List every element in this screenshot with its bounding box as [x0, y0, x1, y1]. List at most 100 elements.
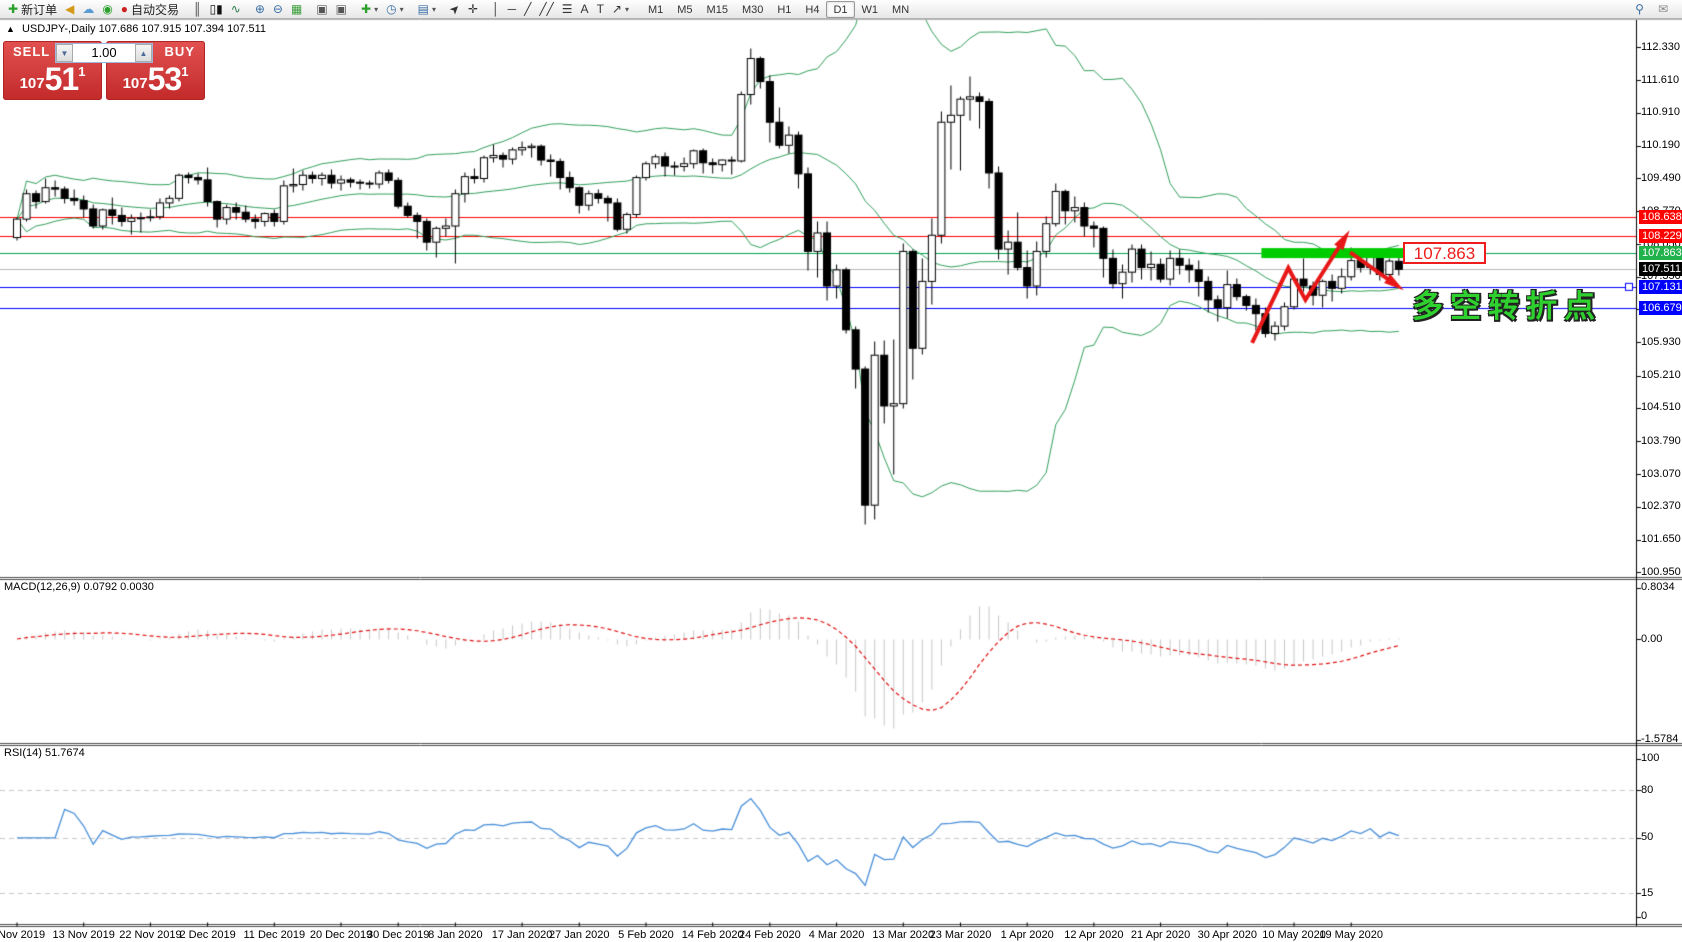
horizontal-line-button[interactable]: ─	[504, 1, 521, 18]
shapes-button[interactable]: ↗ ▾	[608, 1, 633, 18]
zoom-in-icon: ⊕	[254, 1, 265, 16]
chart-shift-button[interactable]: ▣	[332, 1, 351, 18]
rsi-label: RSI(14) 51.7674	[4, 747, 85, 759]
search-button[interactable]: ⚲	[1631, 1, 1648, 18]
new-order-button[interactable]: ✚ 新订单	[4, 1, 61, 18]
auto-scroll-icon: ▣	[316, 1, 328, 16]
price-tick-label: 111.610	[1641, 73, 1680, 86]
trendline-button[interactable]: ╱	[520, 1, 535, 18]
rsi-tick-label: 50	[1641, 831, 1654, 844]
volume-input[interactable]: 1.00	[91, 45, 117, 60]
price-tick-label: 100.950	[1641, 565, 1681, 578]
rsi-tick-label: 0	[1641, 910, 1648, 923]
volume-decrease-button[interactable]: ▼	[56, 44, 73, 62]
price-tick-label: 104.510	[1641, 401, 1681, 414]
price-tick-label: 109.490	[1641, 171, 1681, 184]
templates-button[interactable]: ▤ ▾	[414, 1, 440, 18]
auto-scroll-button[interactable]: ▣	[312, 1, 331, 18]
profiles-icon: ◷	[386, 1, 397, 16]
megaphone-button[interactable]: ◀	[61, 1, 78, 18]
buy-button[interactable]: BUY	[164, 44, 195, 59]
rsi-tick-label: 80	[1641, 783, 1654, 796]
price-tick-label: 102.370	[1641, 500, 1681, 513]
timeframe-m30-button[interactable]: M30	[741, 3, 764, 16]
ohlc-values: 107.686 107.915 107.394 107.511	[98, 23, 267, 35]
metaeditor-icon: ☁	[82, 1, 95, 16]
date-tick-label: 17 Jan 2020	[491, 929, 553, 941]
tile-windows-button[interactable]: ▦	[287, 1, 306, 18]
text-label-button[interactable]: T	[593, 1, 608, 18]
line-chart-button[interactable]: ∿	[227, 1, 245, 18]
zoom-in-button[interactable]: ⊕	[251, 1, 269, 18]
dropdown-caret-icon: ▾	[399, 4, 404, 14]
sell-button[interactable]: SELL	[13, 44, 51, 59]
date-tick-label: 21 Apr 2020	[1130, 929, 1191, 941]
timeframe-d1-button[interactable]: D1	[826, 0, 855, 18]
signals-icon: ◉	[102, 1, 113, 16]
vertical-line-icon: │	[492, 1, 500, 16]
zoom-out-button[interactable]: ⊖	[269, 1, 287, 18]
sell-price[interactable]: 107511	[19, 61, 86, 97]
timeframe-h4-button[interactable]: H4	[805, 3, 820, 16]
new-order-button-label: 新订单	[21, 2, 58, 17]
megaphone-icon: ◀	[65, 1, 75, 16]
price-tick-label: 101.650	[1641, 533, 1681, 546]
price-line-badge: 107.863	[1639, 246, 1682, 261]
timeframe-m15-button[interactable]: M15	[706, 3, 728, 16]
date-tick-label: 4 Nov 2019	[0, 929, 46, 941]
profiles-button[interactable]: ◷ ▾	[382, 1, 408, 18]
price-tick-label: 105.210	[1641, 369, 1681, 382]
timeframe-m5-button[interactable]: M5	[677, 3, 693, 16]
buy-price[interactable]: 107531	[122, 61, 189, 97]
autotrading-icon: ●	[120, 1, 129, 16]
price-tick-label: 103.070	[1641, 467, 1681, 480]
autotrading-button[interactable]: ● 自动交易	[117, 1, 183, 18]
timeframe-m1-button[interactable]: M1	[647, 3, 664, 16]
candlestick-button[interactable]: ▯▮	[206, 1, 227, 18]
crosshair-button[interactable]: ✛	[464, 1, 482, 18]
new-order-icon: ✚	[8, 1, 19, 16]
date-tick-label: 14 Feb 2020	[681, 929, 744, 941]
price-line-badge: 106.679	[1639, 300, 1682, 315]
toolbar-right-group: ⚲ ✉	[1631, 1, 1678, 18]
signals-button[interactable]: ◉	[98, 1, 116, 18]
timeframe-w1-button[interactable]: W1	[861, 3, 879, 16]
bar-chart-button[interactable]: ║	[189, 1, 206, 18]
volume-increase-button[interactable]: ▲	[135, 44, 152, 62]
turning-point-note[interactable]: 多空转折点	[1412, 289, 1602, 324]
fibonacci-button[interactable]: ☰	[558, 1, 577, 18]
shapes-icon: ↗	[611, 1, 622, 16]
rsi-tick-label: 100	[1641, 752, 1660, 765]
new-chart-button[interactable]: ✚ ▾	[357, 1, 382, 18]
bar-chart-icon: ║	[193, 1, 202, 16]
new-chart-icon: ✚	[361, 1, 372, 16]
timeframe-h1-button[interactable]: H1	[777, 3, 792, 16]
date-tick-label: 30 Dec 2019	[366, 929, 430, 941]
chart-window-title: ▲ USDJPY-,Daily 107.686 107.915 107.394 …	[6, 23, 266, 35]
channel-button[interactable]: ╱╱	[535, 1, 557, 18]
metaeditor-button[interactable]: ☁	[78, 1, 98, 18]
chat-button[interactable]: ✉	[1654, 1, 1672, 18]
price-tick-label: 103.790	[1641, 434, 1681, 447]
timeframe-mn-button[interactable]: MN	[892, 3, 910, 16]
dropdown-caret-icon: ▾	[624, 4, 629, 14]
text-button[interactable]: A	[577, 1, 593, 18]
macd-tick-label: -1.5784	[1641, 733, 1679, 746]
collapse-arrow-icon[interactable]: ▲	[6, 24, 15, 34]
date-tick-label: 8 Jan 2020	[428, 929, 483, 941]
toolbar-left-group: ✚ 新订单 ◀ ☁ ◉ ● 自动交易 ║ ▯▮ ∿ ⊕ ⊖ ▦ ▣ ▣ ✚ ▾ ◷ ▾ ▤ ▾ ➤ ✛ │ ─ ╱ ╱╱ ☰ A T ↗ ▾	[4, 0, 639, 18]
vertical-line-button[interactable]: │	[488, 1, 504, 18]
price-line-badge: 107.131	[1639, 279, 1682, 294]
chat-icon: ✉	[1657, 1, 1668, 16]
price-tick-label: 110.190	[1641, 139, 1680, 152]
price-tick-label: 112.330	[1641, 40, 1680, 53]
line-chart-icon: ∿	[230, 1, 241, 16]
price-callout-label[interactable]: 107.863	[1403, 242, 1486, 264]
date-tick-label: 20 Dec 2019	[309, 929, 373, 941]
date-tick-label: 27 Jan 2020	[548, 929, 610, 941]
price-tick-label: 105.930	[1641, 335, 1681, 348]
cursor-button[interactable]: ➤	[446, 0, 464, 18]
volume-control: ▼ 1.00 ▲	[55, 43, 153, 63]
macd-tick-label: 0.8034	[1641, 581, 1675, 594]
